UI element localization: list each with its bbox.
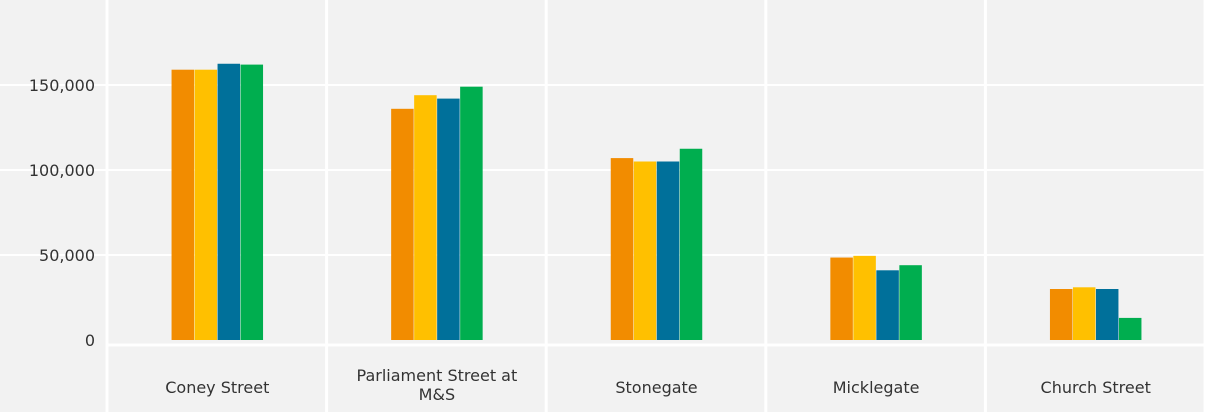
y-axis-tick-labels: 0 50,000 100,000 150,000 — [29, 76, 95, 350]
x-category-label: Coney Street — [165, 378, 269, 397]
x-category-label: Stonegate — [615, 378, 697, 397]
bar — [633, 161, 657, 340]
y-tick-label: 100,000 — [29, 161, 95, 180]
bar — [1095, 289, 1119, 340]
bar — [171, 69, 195, 340]
bar — [414, 95, 437, 340]
y-tick-label: 50,000 — [39, 246, 95, 265]
bar — [853, 255, 876, 340]
bar — [679, 148, 703, 340]
bar — [240, 64, 264, 340]
y-tick-label: 150,000 — [29, 76, 95, 95]
bar — [830, 257, 853, 340]
x-category-label: Church Street — [1041, 378, 1151, 397]
bar — [876, 270, 899, 340]
bars — [171, 63, 1142, 340]
y-tick-label: 0 — [85, 331, 95, 350]
bar — [391, 108, 414, 340]
bar — [656, 161, 680, 340]
bar — [1118, 317, 1142, 340]
bar — [194, 69, 218, 340]
bar — [1049, 289, 1073, 340]
bar — [437, 98, 460, 340]
x-category-label: Micklegate — [833, 378, 920, 397]
bar — [460, 86, 483, 340]
bar — [1072, 287, 1096, 340]
bar — [217, 63, 241, 340]
bar — [899, 265, 922, 340]
x-axis-category-labels: Coney Street Parliament Street atM&S Stone… — [165, 366, 1151, 404]
x-category-label: M&S — [419, 385, 455, 404]
x-category-label: Parliament Street at — [357, 366, 518, 385]
bar — [610, 158, 634, 340]
